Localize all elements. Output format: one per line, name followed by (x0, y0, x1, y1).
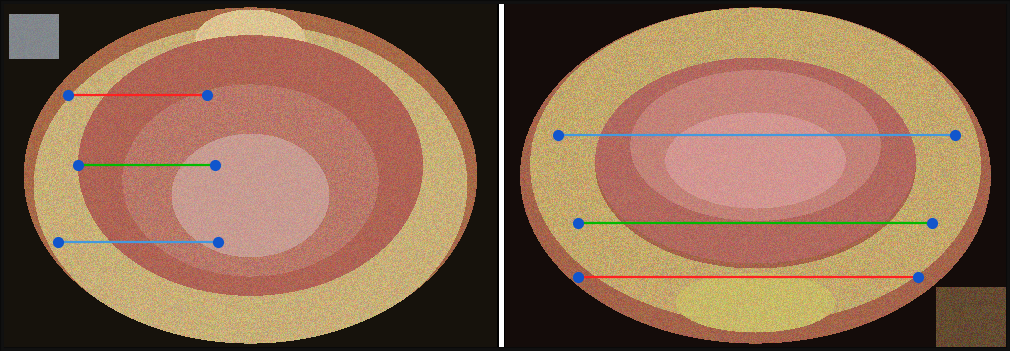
Point (49, 239, 66, 245)
Point (207, 162, 223, 168)
Point (210, 239, 226, 245)
Point (199, 92, 215, 98)
Point (924, 220, 940, 226)
Point (910, 274, 926, 280)
Point (570, 220, 586, 226)
Point (70, 162, 86, 168)
Point (570, 274, 586, 280)
Point (947, 132, 964, 138)
Point (60, 92, 76, 98)
Point (549, 132, 566, 138)
